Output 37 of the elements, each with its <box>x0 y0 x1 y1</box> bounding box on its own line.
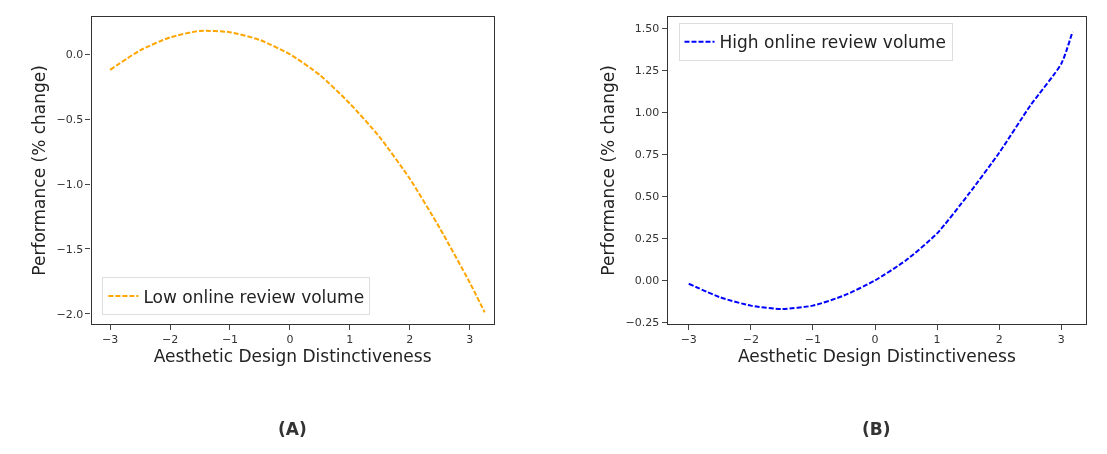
y-axis-title: Performance (% change) <box>598 65 619 276</box>
y-tick-label: 1.25 <box>634 64 660 78</box>
x-tick-label: 1 <box>346 333 354 347</box>
y-tick-label: 0.50 <box>634 190 660 204</box>
x-tick-label: 0 <box>871 333 879 347</box>
y-tick-label: −1.0 <box>56 177 84 191</box>
x-axis-title: Aesthetic Design Distinctiveness <box>153 346 432 367</box>
x-tick-label: 2 <box>406 333 414 347</box>
x-tick-label: −2 <box>742 333 759 347</box>
y-tick-label: 0.00 <box>634 274 660 288</box>
y-tick-label: −1.5 <box>56 242 84 256</box>
x-tick-label: −2 <box>161 333 179 347</box>
y-tick-label: 0.75 <box>634 148 660 162</box>
y-tick-label: −0.25 <box>625 316 660 330</box>
x-axis-title: Aesthetic Design Distinctiveness <box>737 346 1016 367</box>
x-tick-label: 3 <box>1057 333 1065 347</box>
y-tick-label: 1.50 <box>634 22 660 36</box>
y-tick-label: −2.0 <box>56 307 84 321</box>
x-tick-label: 3 <box>466 333 474 347</box>
x-tick-label: 2 <box>995 333 1003 347</box>
x-tick-label: −3 <box>102 333 119 347</box>
line-series <box>109 29 486 314</box>
x-tick-label: −3 <box>680 333 697 347</box>
x-tick-label: −1 <box>221 333 239 347</box>
x-tick-label: 1 <box>933 333 941 347</box>
x-tick-label: −1 <box>804 333 822 347</box>
line-series <box>687 30 1074 310</box>
y-tick-label: 0.25 <box>634 232 660 246</box>
x-tick-label: 0 <box>286 333 294 347</box>
y-tick-label: 0.0 <box>65 48 84 62</box>
text: (A) <box>278 419 307 439</box>
y-axis-title: Performance (% change) <box>29 65 50 276</box>
y-tick-label: −0.5 <box>56 112 84 126</box>
y-tick-label: 1.00 <box>634 106 660 120</box>
legend-label: Low online review volume <box>143 286 365 307</box>
text: (B) <box>862 419 891 439</box>
legend-label: High online review volume <box>719 32 946 53</box>
